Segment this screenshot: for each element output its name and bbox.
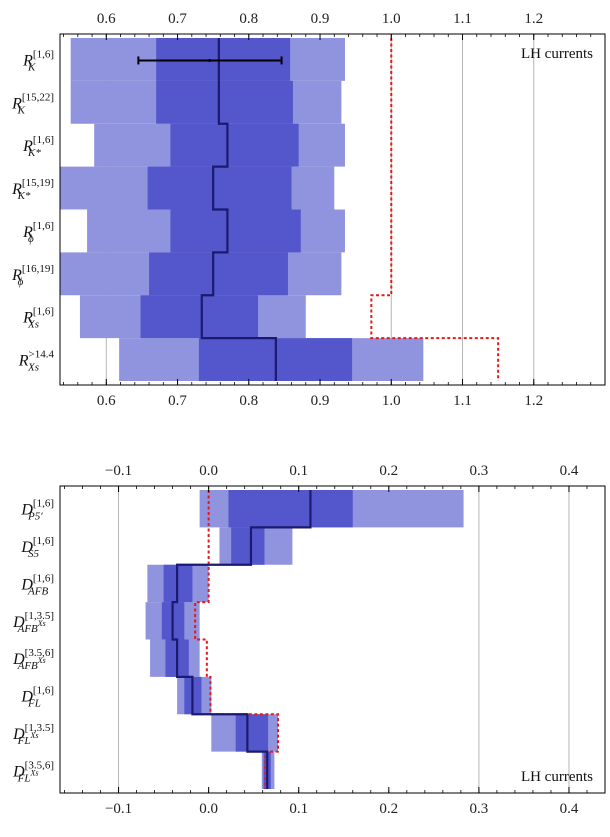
central-value-line	[171, 490, 312, 789]
tick-label-bottom: 0.9	[311, 393, 330, 409]
tick-label-top: 0.0	[199, 463, 218, 479]
tick-label-top: 0.9	[311, 11, 330, 27]
row-label: D[1,3.5] FLXs	[12, 722, 54, 747]
tick-label-bottom: 0.2	[379, 801, 398, 817]
tick-label-top: 1.1	[453, 11, 472, 27]
tick-label-top: −0.1	[105, 463, 132, 479]
tick-label-top: 1.0	[382, 11, 401, 27]
panel-differences: −0.1 −0.1 0.0 0.0 0.1 0.1 0.2 0.2 0.3 0.3 0.4 0.4 D[…	[12, 463, 606, 817]
tick-label-top: 0.8	[239, 11, 258, 27]
row-label: D[1,6] P5′	[20, 498, 54, 523]
row-label: D[3.5,6] AFBXs	[12, 647, 54, 672]
plot-frame	[59, 485, 606, 794]
panel-note: LH currents	[521, 769, 593, 785]
tick-label-bottom: −0.1	[105, 801, 132, 817]
row-label: D[1,6] AFB	[20, 572, 54, 597]
tick-label-top: 1.2	[524, 11, 543, 27]
row-label: D[3.5,6] FLXs	[12, 759, 54, 784]
tick-label-bottom: 0.0	[199, 801, 218, 817]
row-label: R[15,19] K*	[11, 177, 54, 202]
plot-frame	[59, 33, 606, 386]
inner-band-bar	[149, 252, 288, 296]
tick-label-top: 0.1	[289, 463, 308, 479]
inner-band-bar	[140, 295, 259, 339]
row-label: R[16,19] ϕ	[11, 263, 54, 288]
row-label: D[1,3.5] AFBXs	[12, 610, 54, 635]
tick-label-bottom: 1.2	[524, 393, 543, 409]
row-label: D[1,6] FL	[20, 685, 54, 710]
tick-label-bottom: 1.1	[453, 393, 472, 409]
inner-band-bar	[231, 527, 265, 565]
tick-label-bottom: 0.6	[97, 393, 116, 409]
tick-label-top: 0.4	[560, 463, 579, 479]
tick-label-top: 0.2	[379, 463, 398, 479]
central-value-line	[200, 38, 277, 381]
inner-band-bar	[228, 490, 353, 528]
inner-band-bar	[147, 166, 292, 210]
row-label: R[1,6] K*	[22, 134, 54, 159]
inner-band-bar	[235, 714, 269, 752]
row-label: R[15,22] K	[11, 91, 54, 116]
measurement-point	[208, 58, 212, 62]
row-label: R>14.4 Xs	[18, 349, 55, 374]
sm-prediction-line	[370, 38, 500, 381]
row-label: R[1,6] ϕ	[22, 220, 54, 245]
panel-ratios: 0.6 0.6 0.7 0.7 0.8 0.8 0.9 0.9 1.0 1.0 1.1 1.1 1.2 1…	[11, 11, 606, 409]
inner-band-bar	[156, 80, 293, 124]
tick-label-bottom: 0.3	[470, 801, 489, 817]
panel-note: LH currents	[521, 46, 593, 62]
row-label: R[1,6] K	[22, 48, 54, 73]
inner-band-bar	[170, 123, 299, 167]
tick-label-top: 0.7	[168, 11, 187, 27]
tick-label-bottom: 1.0	[382, 393, 401, 409]
tick-label-bottom: 0.7	[168, 393, 187, 409]
tick-label-bottom: 0.1	[289, 801, 308, 817]
row-label: R[1,6] Xs	[22, 306, 54, 331]
row-label: D[1,6] S5	[20, 535, 54, 560]
sm-prediction-line	[194, 490, 279, 789]
tick-label-bottom: 0.4	[560, 801, 579, 817]
inner-band-bar	[170, 209, 301, 253]
tick-label-bottom: 0.8	[239, 393, 258, 409]
tick-label-top: 0.6	[97, 11, 116, 27]
tick-label-top: 0.3	[470, 463, 489, 479]
